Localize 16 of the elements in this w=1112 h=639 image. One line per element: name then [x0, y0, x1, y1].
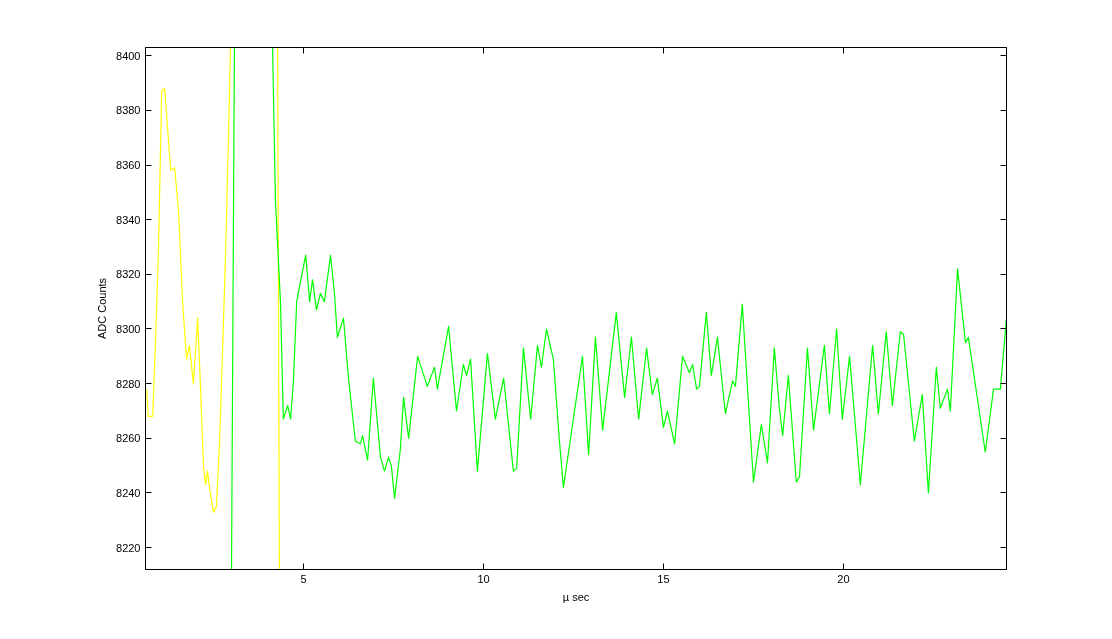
y-tick-label: 8320	[116, 268, 141, 281]
y-tick-label: 8360	[116, 159, 141, 172]
y-tick-label: 8280	[116, 377, 141, 390]
x-axis-title: µ sec	[562, 590, 590, 603]
x-tick-label: 10	[477, 572, 490, 585]
y-tick-label: 8300	[116, 323, 141, 335]
x-tick-label: 5	[300, 572, 307, 585]
x-tick-label: 15	[657, 572, 670, 585]
y-tick-label: 8400	[116, 49, 141, 62]
y-tick-label: 8240	[116, 486, 141, 499]
x-tick-label: 20	[837, 572, 850, 585]
y-tick-label: 8260	[116, 432, 141, 445]
y-tick-label: 8220	[116, 541, 141, 554]
y-tick-label: 8340	[116, 213, 141, 226]
y-axis-title: ADC Counts	[96, 277, 109, 340]
y-tick-label: 8380	[116, 104, 141, 117]
